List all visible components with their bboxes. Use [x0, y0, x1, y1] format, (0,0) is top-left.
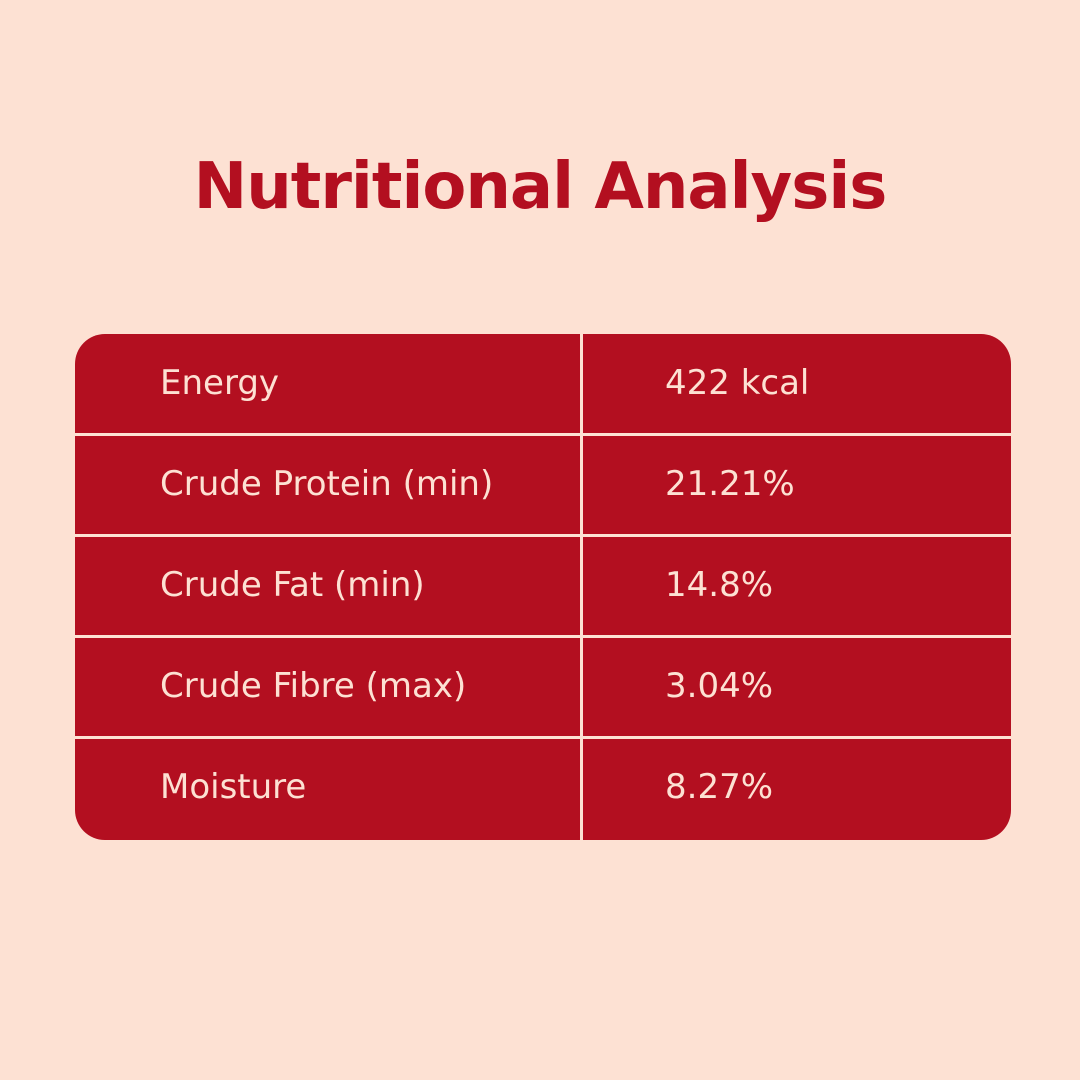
row-divider [75, 635, 1011, 638]
nutrient-name: Crude Fibre (max) [160, 666, 467, 706]
nutrient-name: Crude Fat (min) [160, 565, 425, 605]
table-row: Energy 422 kcal [75, 334, 1011, 433]
table-row: Crude Fibre (max) 3.04% [75, 637, 1011, 736]
nutrient-value: 14.8% [665, 565, 774, 605]
nutrient-name: Crude Protein (min) [160, 464, 494, 504]
row-divider [75, 433, 1011, 436]
nutrient-name: Energy [160, 363, 280, 403]
nutrient-value: 3.04% [665, 666, 774, 706]
table-row: Moisture 8.27% [75, 738, 1011, 837]
table-row: Crude Protein (min) 21.21% [75, 435, 1011, 534]
row-divider [75, 736, 1011, 739]
nutrient-name: Moisture [160, 767, 307, 807]
title: Nutritional Analysis [193, 150, 888, 224]
column-divider [580, 334, 583, 840]
row-divider [75, 534, 1011, 537]
table-row: Crude Fat (min) 14.8% [75, 536, 1011, 635]
nutrient-value: 8.27% [665, 767, 774, 807]
nutrient-value: 21.21% [665, 464, 795, 504]
nutrition-table: Energy 422 kcal Crude Protein (min) 21.21% C… [75, 334, 1011, 840]
nutrient-value: 422 kcal [665, 363, 810, 403]
